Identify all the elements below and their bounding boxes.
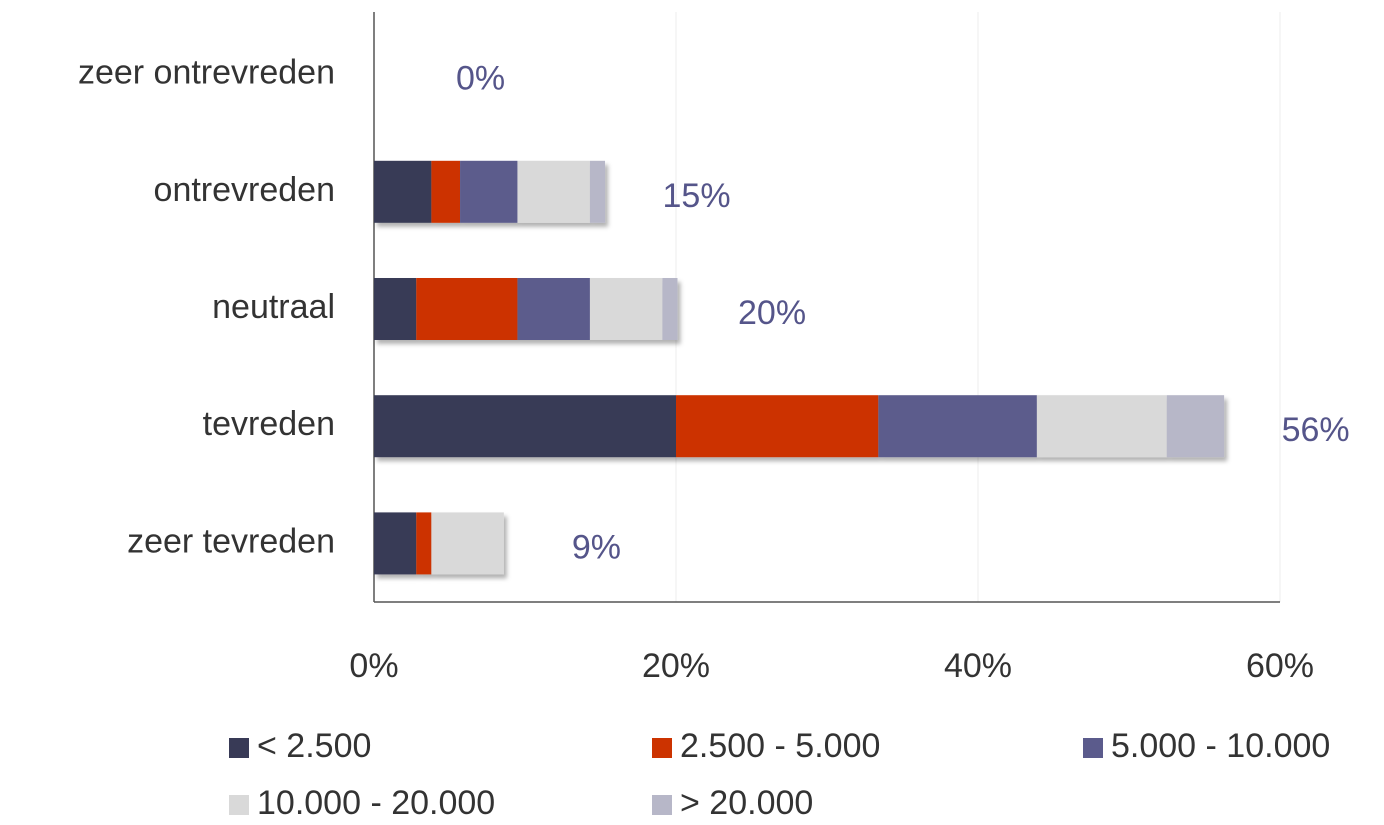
bar-segment bbox=[460, 160, 518, 223]
legend-label: 10.000 - 20.000 bbox=[257, 784, 495, 822]
y-tick-label: ontrevreden bbox=[154, 171, 335, 209]
bar-segment bbox=[374, 395, 676, 458]
x-tick-label: 0% bbox=[349, 647, 398, 685]
bar-segment bbox=[517, 278, 590, 340]
total-label: 20% bbox=[738, 294, 806, 332]
x-tick-label: 20% bbox=[642, 647, 710, 685]
y-tick-label: zeer tevreden bbox=[127, 522, 335, 560]
bar-group bbox=[374, 278, 678, 340]
bar-segment bbox=[431, 160, 461, 223]
bar-segment bbox=[878, 395, 1037, 458]
total-label: 15% bbox=[663, 177, 731, 215]
total-label: 9% bbox=[572, 528, 621, 566]
bar-group bbox=[374, 160, 606, 223]
bar-segment bbox=[374, 278, 417, 340]
bar-segment bbox=[416, 512, 432, 575]
bar-group bbox=[374, 395, 1225, 458]
legend-label: < 2.500 bbox=[257, 727, 371, 765]
bar-segment bbox=[589, 160, 606, 223]
legend-label: 2.500 - 5.000 bbox=[680, 727, 880, 765]
legend-label: > 20.000 bbox=[680, 784, 813, 822]
bar-segment bbox=[517, 160, 590, 223]
legend-swatch bbox=[652, 738, 672, 758]
bar-segment bbox=[416, 278, 518, 340]
bar-segment bbox=[374, 512, 417, 575]
y-tick-label: tevreden bbox=[203, 405, 335, 443]
bar-group bbox=[374, 512, 504, 575]
y-tick-label: neutraal bbox=[212, 288, 335, 326]
bar-segment bbox=[431, 512, 504, 575]
total-label: 56% bbox=[1282, 411, 1350, 449]
bar-segment bbox=[676, 395, 879, 458]
bar-segment bbox=[1036, 395, 1167, 458]
y-tick-label: zeer ontrevreden bbox=[78, 54, 335, 92]
bar-segment bbox=[1166, 395, 1225, 458]
x-tick-label: 60% bbox=[1246, 647, 1314, 685]
bar-segment bbox=[662, 278, 678, 340]
bar-segment bbox=[374, 160, 432, 223]
legend-swatch bbox=[652, 795, 672, 815]
legend-swatch bbox=[229, 795, 249, 815]
legend-label: 5.000 - 10.000 bbox=[1111, 727, 1330, 765]
legend-swatch bbox=[1083, 738, 1103, 758]
legend-swatch bbox=[229, 738, 249, 758]
bar-segment bbox=[589, 278, 663, 340]
x-tick-label: 40% bbox=[944, 647, 1012, 685]
total-label: 0% bbox=[456, 60, 505, 98]
